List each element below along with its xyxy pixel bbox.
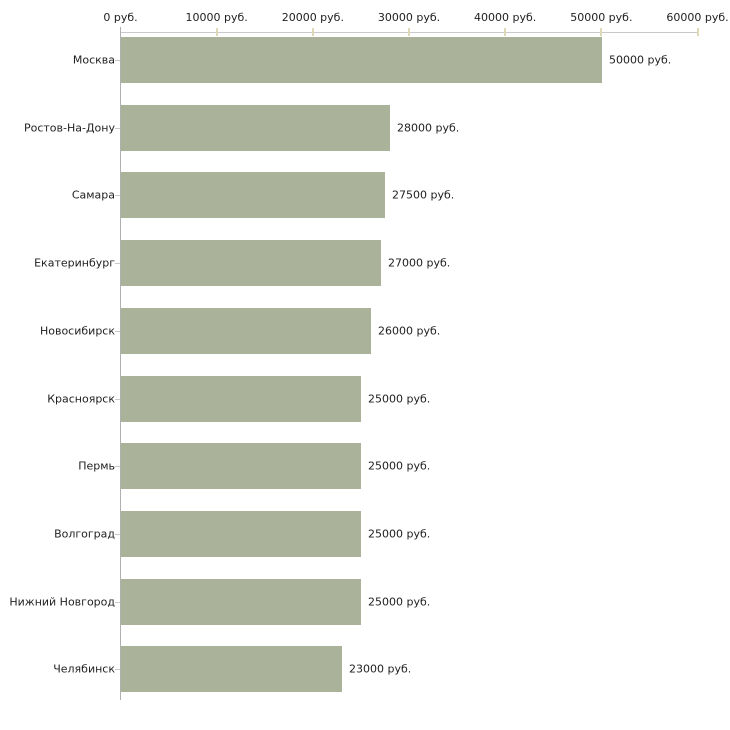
category-label: Волгоград <box>54 527 115 541</box>
bar <box>121 376 361 422</box>
bar <box>121 172 385 218</box>
x-axis-tick-mark <box>696 28 699 36</box>
x-axis-tick-label: 10000 руб. <box>185 11 248 24</box>
category-label: Нижний Новгород <box>9 595 115 609</box>
value-label: 25000 руб. <box>368 595 431 609</box>
category-label: Новосибирск <box>39 324 115 338</box>
bar <box>121 511 361 557</box>
value-label: 50000 руб. <box>609 53 672 67</box>
value-label: 26000 руб. <box>378 324 441 338</box>
x-axis-tick-label: 60000 руб. <box>666 11 729 24</box>
x-axis-tick-label: 20000 руб. <box>281 11 344 24</box>
y-axis-tick-mark <box>115 128 120 129</box>
category-label: Пермь <box>78 459 115 473</box>
category-label: Красноярск <box>47 392 115 406</box>
x-axis-tick-label: 0 руб. <box>103 11 138 24</box>
bar <box>121 240 381 286</box>
bar <box>121 646 342 692</box>
x-axis-tick-mark <box>600 28 603 36</box>
value-label: 27000 руб. <box>388 256 451 270</box>
y-axis-tick-mark <box>115 60 120 61</box>
y-axis-tick-mark <box>115 331 120 332</box>
value-label: 27500 руб. <box>392 188 455 202</box>
x-axis-tick-label: 50000 руб. <box>570 11 633 24</box>
category-label: Екатеринбург <box>34 256 115 270</box>
value-label: 25000 руб. <box>368 392 431 406</box>
value-label: 28000 руб. <box>397 121 460 135</box>
value-label: 23000 руб. <box>349 662 412 676</box>
value-label: 25000 руб. <box>368 459 431 473</box>
y-axis-tick-mark <box>115 669 120 670</box>
x-axis-tick-label: 30000 руб. <box>377 11 441 24</box>
bar <box>121 579 361 625</box>
bar <box>121 308 371 354</box>
x-axis-tick-mark <box>408 28 410 36</box>
value-label: 25000 руб. <box>368 527 431 541</box>
bar <box>121 443 361 489</box>
x-axis-tick-label: 40000 руб. <box>474 11 537 24</box>
y-axis-tick-mark <box>115 534 120 535</box>
category-label: Самара <box>71 188 115 202</box>
category-label: Челябинск <box>53 662 115 676</box>
y-axis-tick-mark <box>115 399 120 400</box>
y-axis-line <box>120 27 121 700</box>
y-axis-tick-mark <box>115 263 120 264</box>
category-label: Москва <box>72 53 115 67</box>
y-axis-tick-mark <box>115 466 120 467</box>
y-axis-tick-mark <box>115 602 120 603</box>
x-axis-tick-mark <box>311 28 314 36</box>
y-axis-tick-mark <box>115 195 120 196</box>
category-label: Ростов-На-Дону <box>23 121 115 135</box>
bar <box>121 37 602 83</box>
x-axis-tick-mark <box>504 28 507 36</box>
bar <box>121 105 390 151</box>
x-axis-tick-mark <box>215 28 218 36</box>
